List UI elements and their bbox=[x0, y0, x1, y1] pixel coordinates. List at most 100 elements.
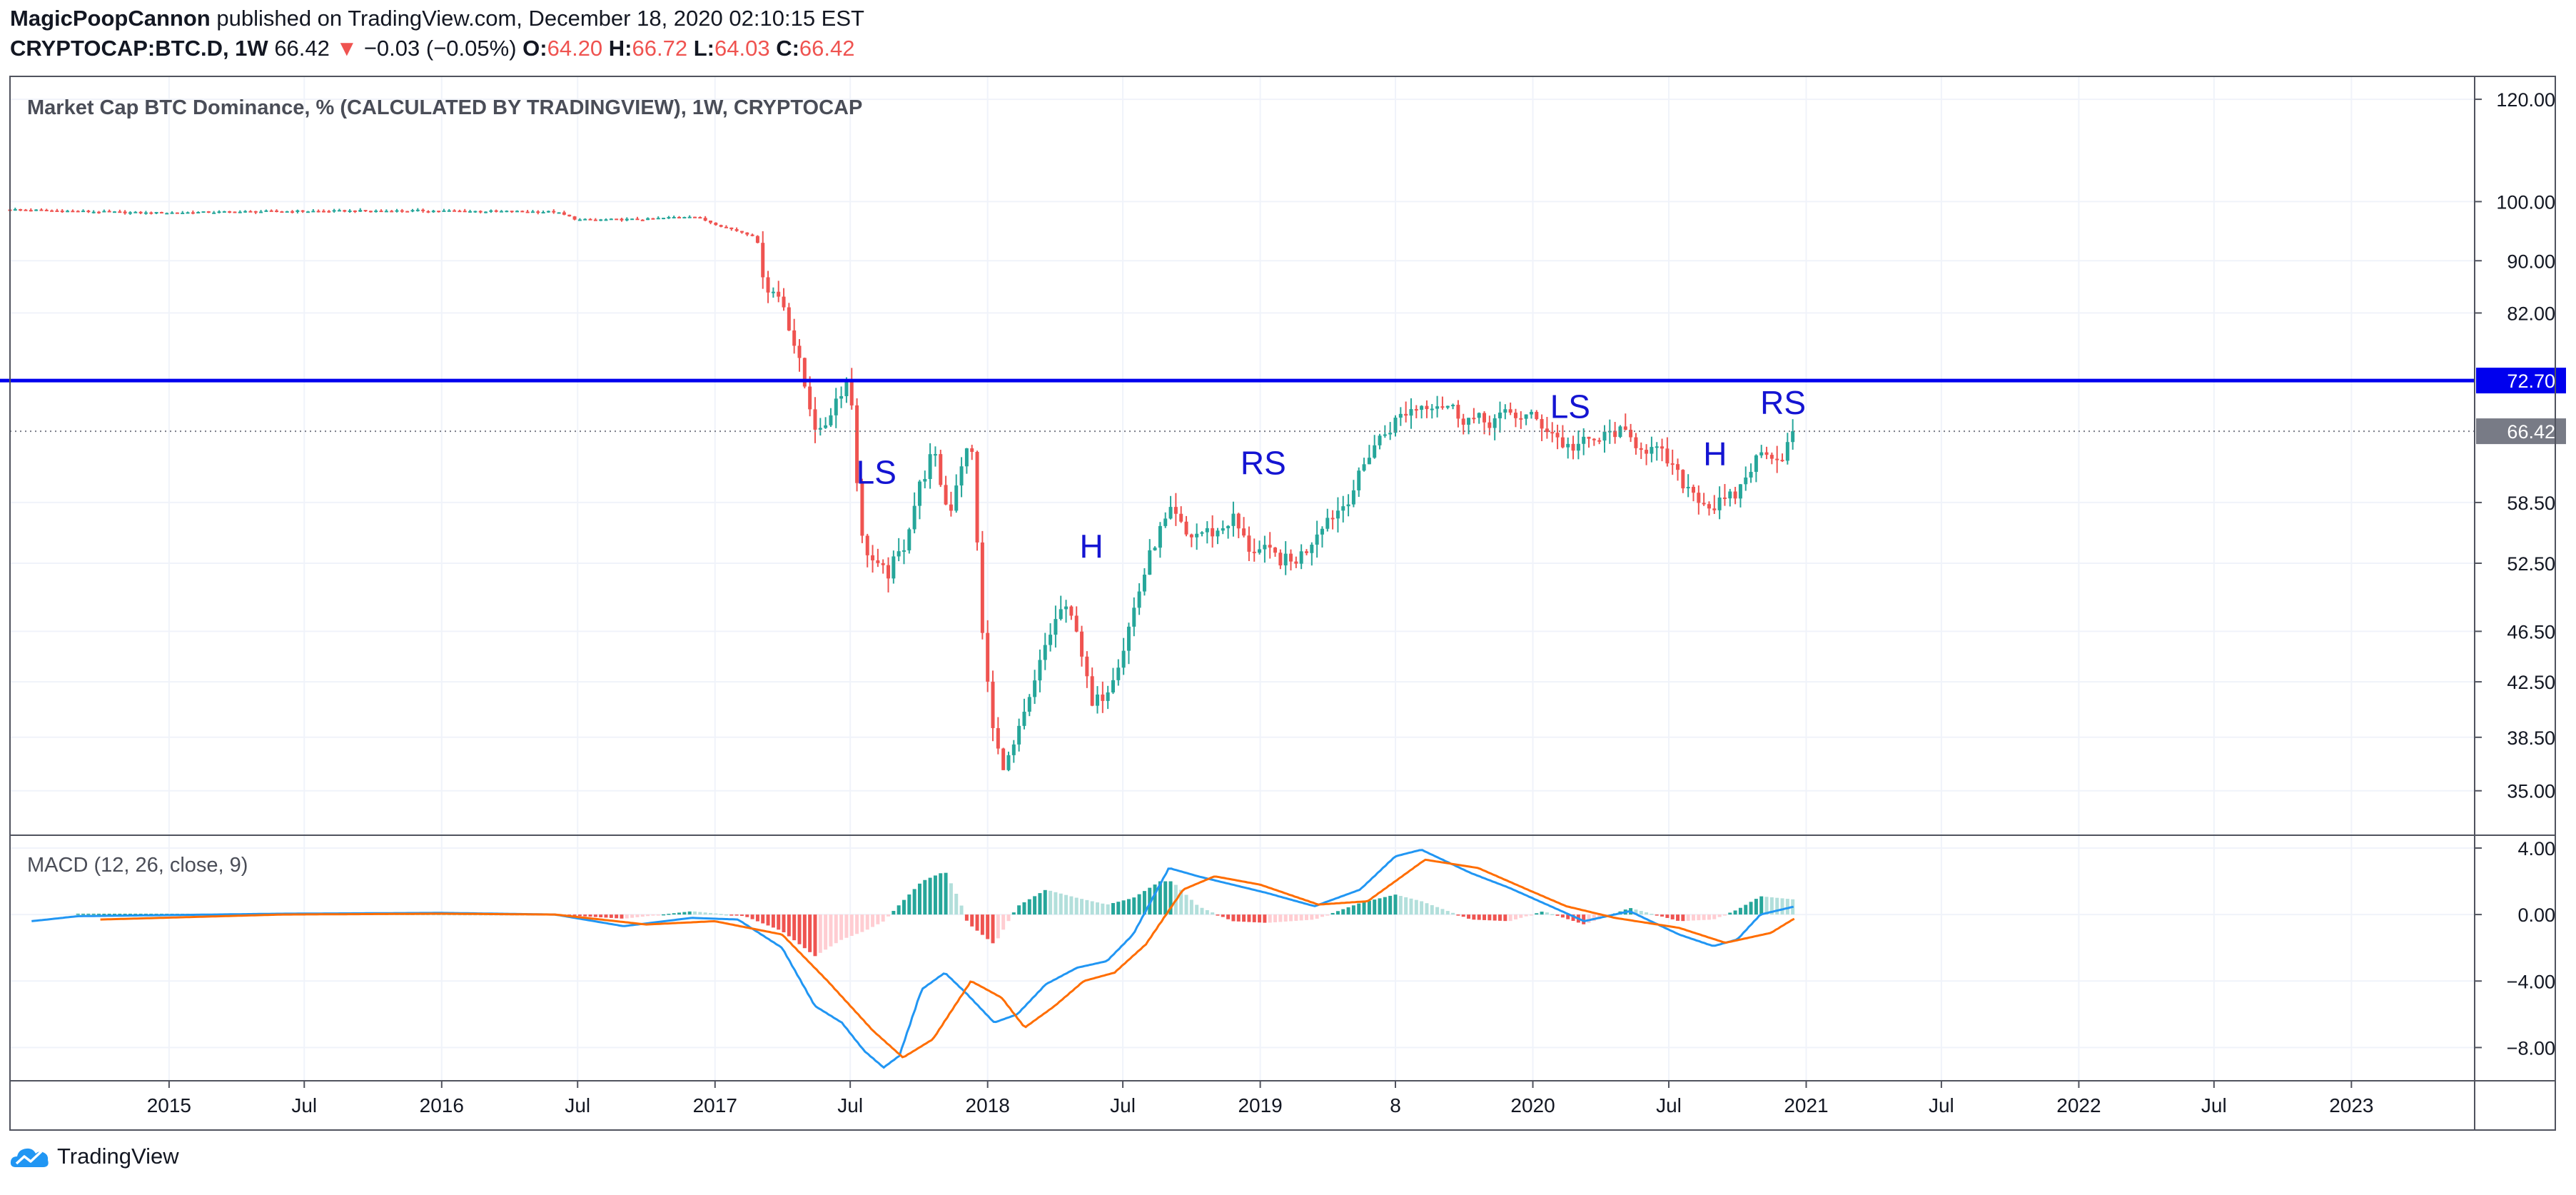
histogram-bar bbox=[1357, 904, 1360, 915]
histogram-bar bbox=[876, 914, 879, 924]
histogram-bar bbox=[1132, 897, 1136, 914]
candle-body bbox=[458, 211, 461, 212]
histogram-bar bbox=[1368, 901, 1371, 914]
price-tick-label: 90.00 bbox=[2507, 251, 2555, 272]
candle-body bbox=[819, 428, 822, 429]
candle-body bbox=[1226, 526, 1230, 528]
candle-body bbox=[1038, 660, 1041, 680]
candle-body bbox=[594, 220, 597, 221]
candle-body bbox=[740, 231, 744, 233]
histogram-bar bbox=[860, 914, 864, 932]
candle-body bbox=[688, 217, 692, 218]
candle-body bbox=[782, 297, 786, 308]
histogram-bar bbox=[813, 914, 817, 956]
candle-body bbox=[1744, 478, 1747, 484]
candle-body bbox=[92, 212, 96, 213]
histogram-bar bbox=[1467, 914, 1470, 919]
candle-body bbox=[934, 454, 937, 455]
candle-body bbox=[1749, 472, 1753, 478]
candle-body bbox=[767, 277, 770, 292]
histogram-bar bbox=[1054, 892, 1057, 914]
candle-body bbox=[113, 211, 116, 213]
candle-body bbox=[1122, 651, 1126, 668]
histogram-bar bbox=[1315, 914, 1319, 919]
candle-body bbox=[1138, 592, 1141, 608]
candle-body bbox=[301, 211, 305, 212]
candle-body bbox=[761, 243, 764, 277]
candle-body bbox=[1435, 406, 1439, 408]
histogram-bar bbox=[1749, 902, 1753, 914]
candle-body bbox=[280, 211, 283, 213]
candle-body bbox=[672, 217, 676, 218]
tradingview-brand[interactable]: TradingView bbox=[10, 1144, 179, 1169]
candle-body bbox=[567, 215, 571, 216]
candle-body bbox=[1069, 607, 1073, 616]
histogram-bar bbox=[1075, 898, 1079, 915]
histogram-bar bbox=[1163, 882, 1167, 915]
candle-body bbox=[876, 560, 879, 563]
candle-body bbox=[1310, 545, 1313, 553]
histogram-bar bbox=[1775, 898, 1779, 914]
candle-body bbox=[1106, 692, 1110, 701]
candle-body bbox=[605, 219, 608, 221]
candle-body bbox=[81, 211, 85, 212]
histogram-bar bbox=[834, 914, 838, 943]
candle-body bbox=[1566, 444, 1570, 448]
candle-body bbox=[86, 211, 90, 212]
candle-body bbox=[1650, 447, 1653, 453]
candle-body bbox=[385, 211, 388, 212]
candle-body bbox=[118, 211, 121, 213]
histogram-bar bbox=[798, 914, 802, 944]
candle-body bbox=[965, 448, 969, 466]
candle-body bbox=[1655, 446, 1659, 448]
histogram-bar bbox=[767, 914, 770, 925]
candle-body bbox=[1373, 445, 1376, 458]
candle-body bbox=[682, 217, 686, 218]
histogram-bar bbox=[991, 914, 995, 943]
candle-body bbox=[369, 211, 373, 212]
histogram-bar bbox=[677, 912, 681, 914]
histogram-bar bbox=[824, 914, 827, 949]
histogram-bar bbox=[693, 912, 697, 914]
candle-body bbox=[887, 565, 890, 579]
candle-body bbox=[24, 210, 27, 211]
histogram-bar bbox=[1561, 914, 1565, 917]
histogram-bar bbox=[913, 889, 916, 914]
candle-body bbox=[1143, 575, 1146, 592]
candle-body bbox=[144, 213, 148, 214]
candle-body bbox=[1111, 680, 1115, 692]
histogram-bar bbox=[1305, 914, 1308, 920]
histogram-bar bbox=[1336, 911, 1340, 914]
candle-body bbox=[698, 217, 702, 218]
candle-body bbox=[1498, 413, 1502, 418]
histogram-bar bbox=[1786, 899, 1789, 914]
histogram-bar bbox=[929, 878, 932, 915]
candle-body bbox=[1284, 554, 1288, 565]
histogram-bar bbox=[1268, 914, 1272, 922]
histogram-bar bbox=[970, 914, 974, 927]
histogram-bar bbox=[1006, 914, 1010, 921]
candle-body bbox=[1096, 695, 1099, 706]
candle-body bbox=[1059, 609, 1063, 619]
candle-body bbox=[787, 308, 791, 331]
histogram-bar bbox=[1201, 908, 1204, 914]
candle-body bbox=[986, 633, 989, 682]
candle-body bbox=[939, 454, 942, 485]
macd-tick-label: 0.00 bbox=[2517, 904, 2555, 926]
histogram-bar bbox=[986, 914, 989, 939]
candle-body bbox=[479, 211, 483, 213]
candle-body bbox=[453, 211, 456, 212]
candle-body bbox=[1300, 551, 1303, 563]
candle-body bbox=[432, 211, 435, 212]
histogram-bar bbox=[939, 873, 942, 914]
candle-body bbox=[515, 211, 519, 212]
candle-body bbox=[1368, 458, 1371, 464]
candle-body bbox=[416, 210, 420, 211]
candle-body bbox=[1315, 535, 1319, 545]
histogram-bar bbox=[92, 914, 96, 915]
candle-body bbox=[1185, 522, 1188, 535]
candle-body bbox=[1242, 528, 1246, 535]
histogram-bar bbox=[1707, 914, 1711, 919]
candle-body bbox=[709, 221, 712, 223]
